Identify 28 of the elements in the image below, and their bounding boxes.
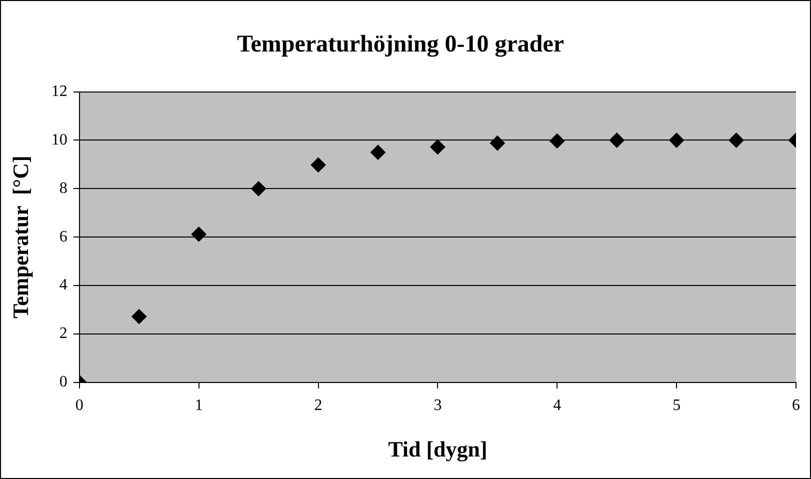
x-tick-label: 2 [314,397,322,414]
y-tick-label: 12 [51,83,68,100]
x-tick-label: 5 [672,397,681,414]
y-axis-title: Temperatur [°C] [8,156,33,318]
y-tick-label: 4 [59,276,68,294]
x-tick-label: 4 [553,397,562,414]
point [609,132,624,148]
y-tick-label: 6 [59,228,68,246]
point [728,132,744,148]
point [490,136,505,151]
y-tick-label: 2 [59,325,68,342]
point [251,181,266,196]
y-tick-label: 8 [59,180,68,197]
y-tick-label: 0 [59,374,68,391]
x-tick-label: 3 [434,397,442,414]
y-tick-label: 10 [51,131,68,148]
point [550,133,565,148]
point [430,140,446,155]
point [370,144,386,160]
chart-title: Temperaturhöjning 0-10 grader [236,32,564,58]
point [132,309,147,324]
x-tick-label: 6 [792,397,800,414]
point [669,132,684,148]
point [191,226,206,242]
x-axis-title: Tid [dygn] [388,436,488,462]
x-tick-label: 1 [194,397,203,414]
x-tick-label: 0 [75,397,84,414]
point [310,157,326,172]
